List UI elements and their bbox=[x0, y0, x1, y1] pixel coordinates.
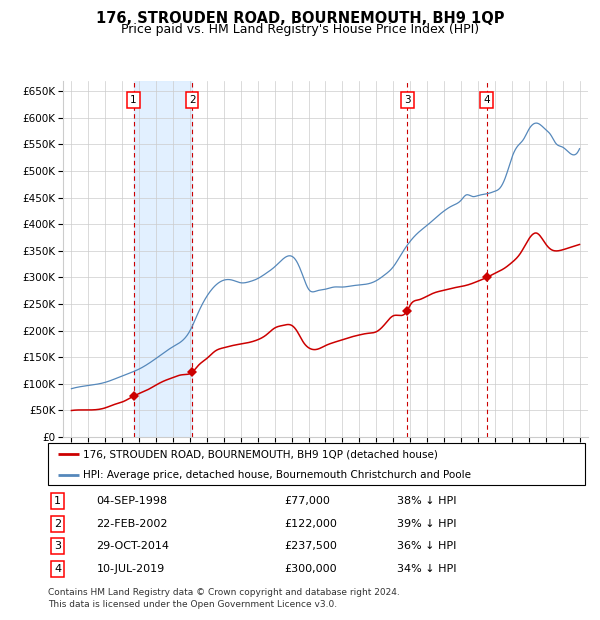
Text: 38% ↓ HPI: 38% ↓ HPI bbox=[397, 496, 457, 507]
Text: 34% ↓ HPI: 34% ↓ HPI bbox=[397, 564, 457, 574]
Text: 39% ↓ HPI: 39% ↓ HPI bbox=[397, 519, 457, 529]
Text: 3: 3 bbox=[404, 95, 410, 105]
Text: 29-OCT-2014: 29-OCT-2014 bbox=[97, 541, 169, 551]
Text: Contains HM Land Registry data © Crown copyright and database right 2024.
This d: Contains HM Land Registry data © Crown c… bbox=[48, 588, 400, 609]
Text: 2: 2 bbox=[189, 95, 196, 105]
Text: £237,500: £237,500 bbox=[284, 541, 337, 551]
Text: 3: 3 bbox=[54, 541, 61, 551]
FancyBboxPatch shape bbox=[48, 443, 585, 485]
Text: 04-SEP-1998: 04-SEP-1998 bbox=[97, 496, 167, 507]
Text: 4: 4 bbox=[54, 564, 61, 574]
Text: 2: 2 bbox=[54, 519, 61, 529]
Text: 176, STROUDEN ROAD, BOURNEMOUTH, BH9 1QP (detached house): 176, STROUDEN ROAD, BOURNEMOUTH, BH9 1QP… bbox=[83, 450, 438, 459]
Text: 36% ↓ HPI: 36% ↓ HPI bbox=[397, 541, 457, 551]
Text: Price paid vs. HM Land Registry's House Price Index (HPI): Price paid vs. HM Land Registry's House … bbox=[121, 23, 479, 36]
Text: HPI: Average price, detached house, Bournemouth Christchurch and Poole: HPI: Average price, detached house, Bour… bbox=[83, 470, 471, 480]
Text: 10-JUL-2019: 10-JUL-2019 bbox=[97, 564, 164, 574]
Text: 1: 1 bbox=[130, 95, 137, 105]
Text: £300,000: £300,000 bbox=[284, 564, 337, 574]
Text: £122,000: £122,000 bbox=[284, 519, 337, 529]
Text: 1: 1 bbox=[54, 496, 61, 507]
Text: 4: 4 bbox=[484, 95, 490, 105]
Bar bbox=[134, 81, 192, 437]
Text: 22-FEB-2002: 22-FEB-2002 bbox=[97, 519, 168, 529]
Text: 176, STROUDEN ROAD, BOURNEMOUTH, BH9 1QP: 176, STROUDEN ROAD, BOURNEMOUTH, BH9 1QP bbox=[96, 11, 504, 26]
Text: £77,000: £77,000 bbox=[284, 496, 330, 507]
